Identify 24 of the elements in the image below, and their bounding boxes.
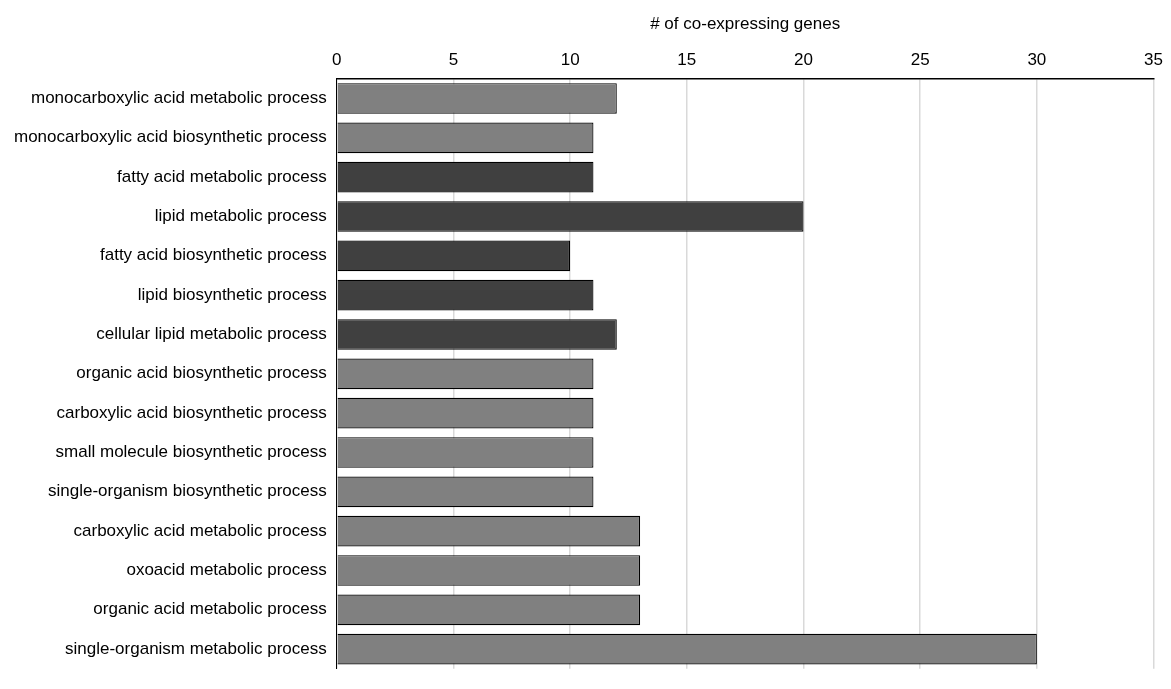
x-tick-label: 10 xyxy=(560,50,580,70)
y-tick-label: lipid biosynthetic process xyxy=(137,284,327,304)
y-tick-label: single-organism biosynthetic process xyxy=(48,481,327,501)
x-tick-label: 25 xyxy=(910,50,930,70)
y-tick-label: fatty acid metabolic process xyxy=(116,166,327,186)
x-axis-title: # of co-expressing genes xyxy=(650,13,841,33)
y-tick-label: organic acid biosynthetic process xyxy=(76,363,327,383)
x-tick-label: 35 xyxy=(1144,50,1164,70)
y-tick-label: organic acid metabolic process xyxy=(93,599,327,619)
y-tick-label: monocarboxylic acid biosynthetic process xyxy=(13,127,327,147)
x-tick-label: 30 xyxy=(1027,50,1047,70)
y-tick-label: monocarboxylic acid metabolic process xyxy=(31,88,327,108)
x-tick-label: 0 xyxy=(332,50,342,70)
y-tick-label: oxoacid metabolic process xyxy=(126,560,327,580)
y-tick-label: carboxylic acid biosynthetic process xyxy=(56,402,327,422)
y-tick-label: fatty acid biosynthetic process xyxy=(99,245,327,265)
x-tick-label: 5 xyxy=(448,50,459,70)
y-tick-label: carboxylic acid metabolic process xyxy=(73,520,327,540)
y-tick-label: lipid metabolic process xyxy=(154,206,327,226)
x-tick-label: 15 xyxy=(677,50,697,70)
y-tick-label: small molecule biosynthetic process xyxy=(55,442,327,462)
y-tick-label: cellular lipid metabolic process xyxy=(96,324,327,344)
y-tick-label: single-organism metabolic process xyxy=(65,638,327,658)
x-tick-label: 20 xyxy=(794,50,813,70)
